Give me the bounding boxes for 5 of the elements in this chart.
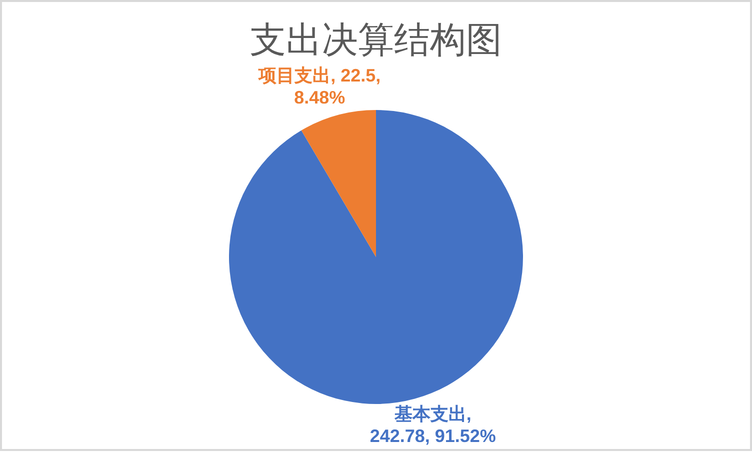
- slice-label: 项目支出, 22.5, 8.48%: [258, 66, 381, 108]
- slice-label: 基本支出, 242.78, 91.52%: [370, 404, 496, 446]
- chart-title: 支出决算结构图: [250, 19, 502, 60]
- pie-slice: [301, 110, 376, 257]
- pie-slice: [229, 110, 523, 404]
